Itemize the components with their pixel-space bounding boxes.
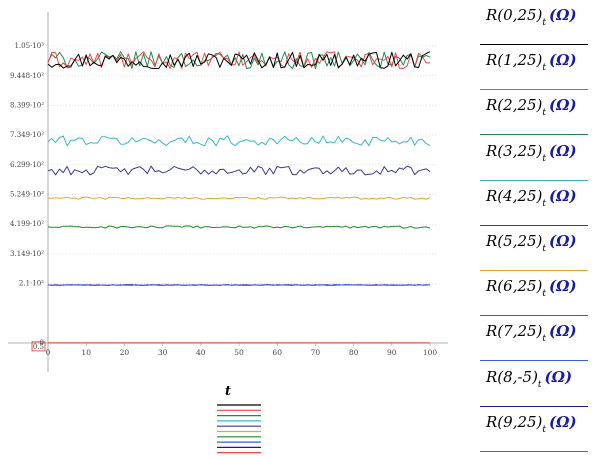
axes: [8, 12, 448, 372]
series-line-0: [47, 51, 431, 69]
legend-series-name: R(4,25): [486, 186, 543, 205]
legend-series-unit: (Ω): [549, 277, 577, 296]
legend-series-subscript: t: [542, 153, 547, 164]
legend-item-7: R(7,25)t (Ω): [480, 316, 590, 362]
legend-label: R(5,25)t (Ω): [486, 232, 577, 254]
legend-label: R(2,25)t (Ω): [486, 96, 577, 118]
legend-label: R(3,25)t (Ω): [486, 142, 577, 164]
legend-series-name: R(8,-5): [486, 367, 538, 386]
legend-label: R(7,25)t (Ω): [486, 322, 577, 344]
x-tick-label: 60: [272, 348, 282, 357]
y-tick-label: 3.149·10²: [10, 250, 44, 258]
legend-series-name: R(3,25): [486, 141, 543, 160]
legend-item-4: R(4,25)t (Ω): [480, 181, 590, 226]
x-tick-label: 40: [196, 348, 206, 357]
y-tick-label: 5.249·10²: [10, 191, 44, 199]
legend-label: R(6,25)t (Ω): [486, 277, 577, 299]
series-lines: [47, 51, 431, 344]
legend-series-subscript: t: [542, 289, 547, 300]
y-tick-label: 7.349·10²: [10, 131, 44, 139]
legend-series-unit: (Ω): [549, 96, 577, 115]
tick-labels: 00.5 2.1·10² 3.149·10² 4.199·10² 5.249·10² 6.…: [10, 42, 437, 357]
legend-item-1: R(1,25)t (Ω): [480, 45, 590, 91]
highlight-box: [31, 341, 46, 352]
legend-series-subscript: t: [537, 379, 542, 390]
legend-series-unit: (Ω): [549, 322, 577, 341]
legend-swatch-line: [480, 44, 588, 45]
legend-series-name: R(5,25): [486, 232, 543, 250]
legend-series-unit: (Ω): [544, 367, 573, 386]
series-line-6: [47, 225, 431, 229]
legend-series-subscript: t: [542, 244, 547, 254]
x-tick-label: 0: [46, 348, 51, 357]
legend-swatch-line: [480, 360, 588, 362]
series-line-2: [47, 51, 431, 70]
legend-label: R(0,25)t (Ω): [486, 6, 577, 28]
mini-legend: [217, 404, 261, 454]
legend-label: R(4,25)t (Ω): [486, 187, 577, 209]
legend-series-name: R(7,25): [486, 322, 543, 341]
legend-swatch-line: [480, 89, 588, 91]
legend-series-name: R(0,25): [486, 6, 543, 24]
y-tick-label: 9.448·10²: [10, 72, 44, 80]
legend-swatch-line: [480, 270, 588, 271]
legend-swatch-line: [480, 179, 588, 181]
x-tick-label: 100: [423, 348, 438, 357]
legend-label: R(1,25)t (Ω): [486, 51, 577, 73]
legend-series-name: R(2,25): [486, 96, 543, 115]
y-tick-label: 1.05·10³: [14, 42, 44, 50]
legend-swatch-line: [480, 224, 588, 226]
grid-lines: [48, 45, 438, 284]
series-line-3: [47, 135, 431, 147]
legend-series-unit: (Ω): [549, 141, 577, 160]
legend-swatch-line: [480, 315, 588, 317]
legend-series-subscript: t: [542, 108, 547, 119]
legend-series-subscript: t: [542, 63, 547, 74]
legend-series-name: R(6,25): [486, 277, 543, 296]
x-tick-label: 20: [120, 348, 130, 357]
x-tick-label: 10: [81, 348, 91, 357]
y-tick-label: 4.199·10²: [10, 220, 44, 228]
legend-series-unit: (Ω): [549, 412, 577, 431]
legend-series-subscript: t: [542, 334, 547, 345]
legend-series-subscript: t: [542, 18, 547, 28]
x-tick-label: 70: [311, 348, 321, 357]
legend-item-6: R(6,25)t (Ω): [480, 271, 590, 317]
legend-series-name: R(9,25): [486, 412, 543, 431]
legend-swatch-line: [480, 405, 588, 407]
legend-item-2: R(2,25)t (Ω): [480, 90, 590, 136]
series-line-5: [47, 196, 431, 200]
chart-plot: 00.5 2.1·10² 3.149·10² 4.199·10² 5.249·10² 6.…: [8, 12, 448, 454]
legend-series-unit: (Ω): [549, 51, 577, 70]
x-tick-label: 90: [387, 348, 397, 357]
legend-item-0: R(0,25)t (Ω): [480, 0, 590, 45]
y-tick-label: 0: [40, 339, 44, 347]
legend-label: R(9,25)t (Ω): [486, 413, 577, 435]
legend-swatch-line: [480, 134, 588, 136]
legend-swatch-line: [480, 450, 588, 452]
legend-item-3: R(3,25)t (Ω): [480, 136, 590, 181]
legend-series-subscript: t: [542, 198, 547, 209]
legend-label: R(8,-5)t (Ω): [486, 368, 572, 390]
y-tick-label: 8.399·10²: [10, 101, 44, 109]
legend-series-unit: (Ω): [549, 186, 577, 205]
legend-series-unit: (Ω): [549, 232, 577, 250]
y-tick-label: 2.1·10²: [19, 280, 44, 288]
legend-item-9: R(9,25)t (Ω): [480, 407, 590, 452]
legend-item-5: R(5,25)t (Ω): [480, 226, 590, 271]
legend-series-unit: (Ω): [549, 6, 577, 24]
series-line-4: [47, 165, 431, 176]
x-tick-label: 80: [349, 348, 359, 357]
y-tick-label: 6.299·10²: [10, 161, 44, 169]
legend-series-name: R(1,25): [486, 51, 543, 70]
legend-series-subscript: t: [542, 424, 547, 435]
x-axis-label: t: [225, 384, 231, 399]
x-tick-label: 50: [234, 348, 244, 357]
x-tick-label: 30: [158, 348, 168, 357]
series-line-7: [47, 284, 431, 286]
y-tick-label: 0.5: [33, 343, 44, 351]
legend-item-8: R(8,-5)t (Ω): [480, 362, 590, 407]
